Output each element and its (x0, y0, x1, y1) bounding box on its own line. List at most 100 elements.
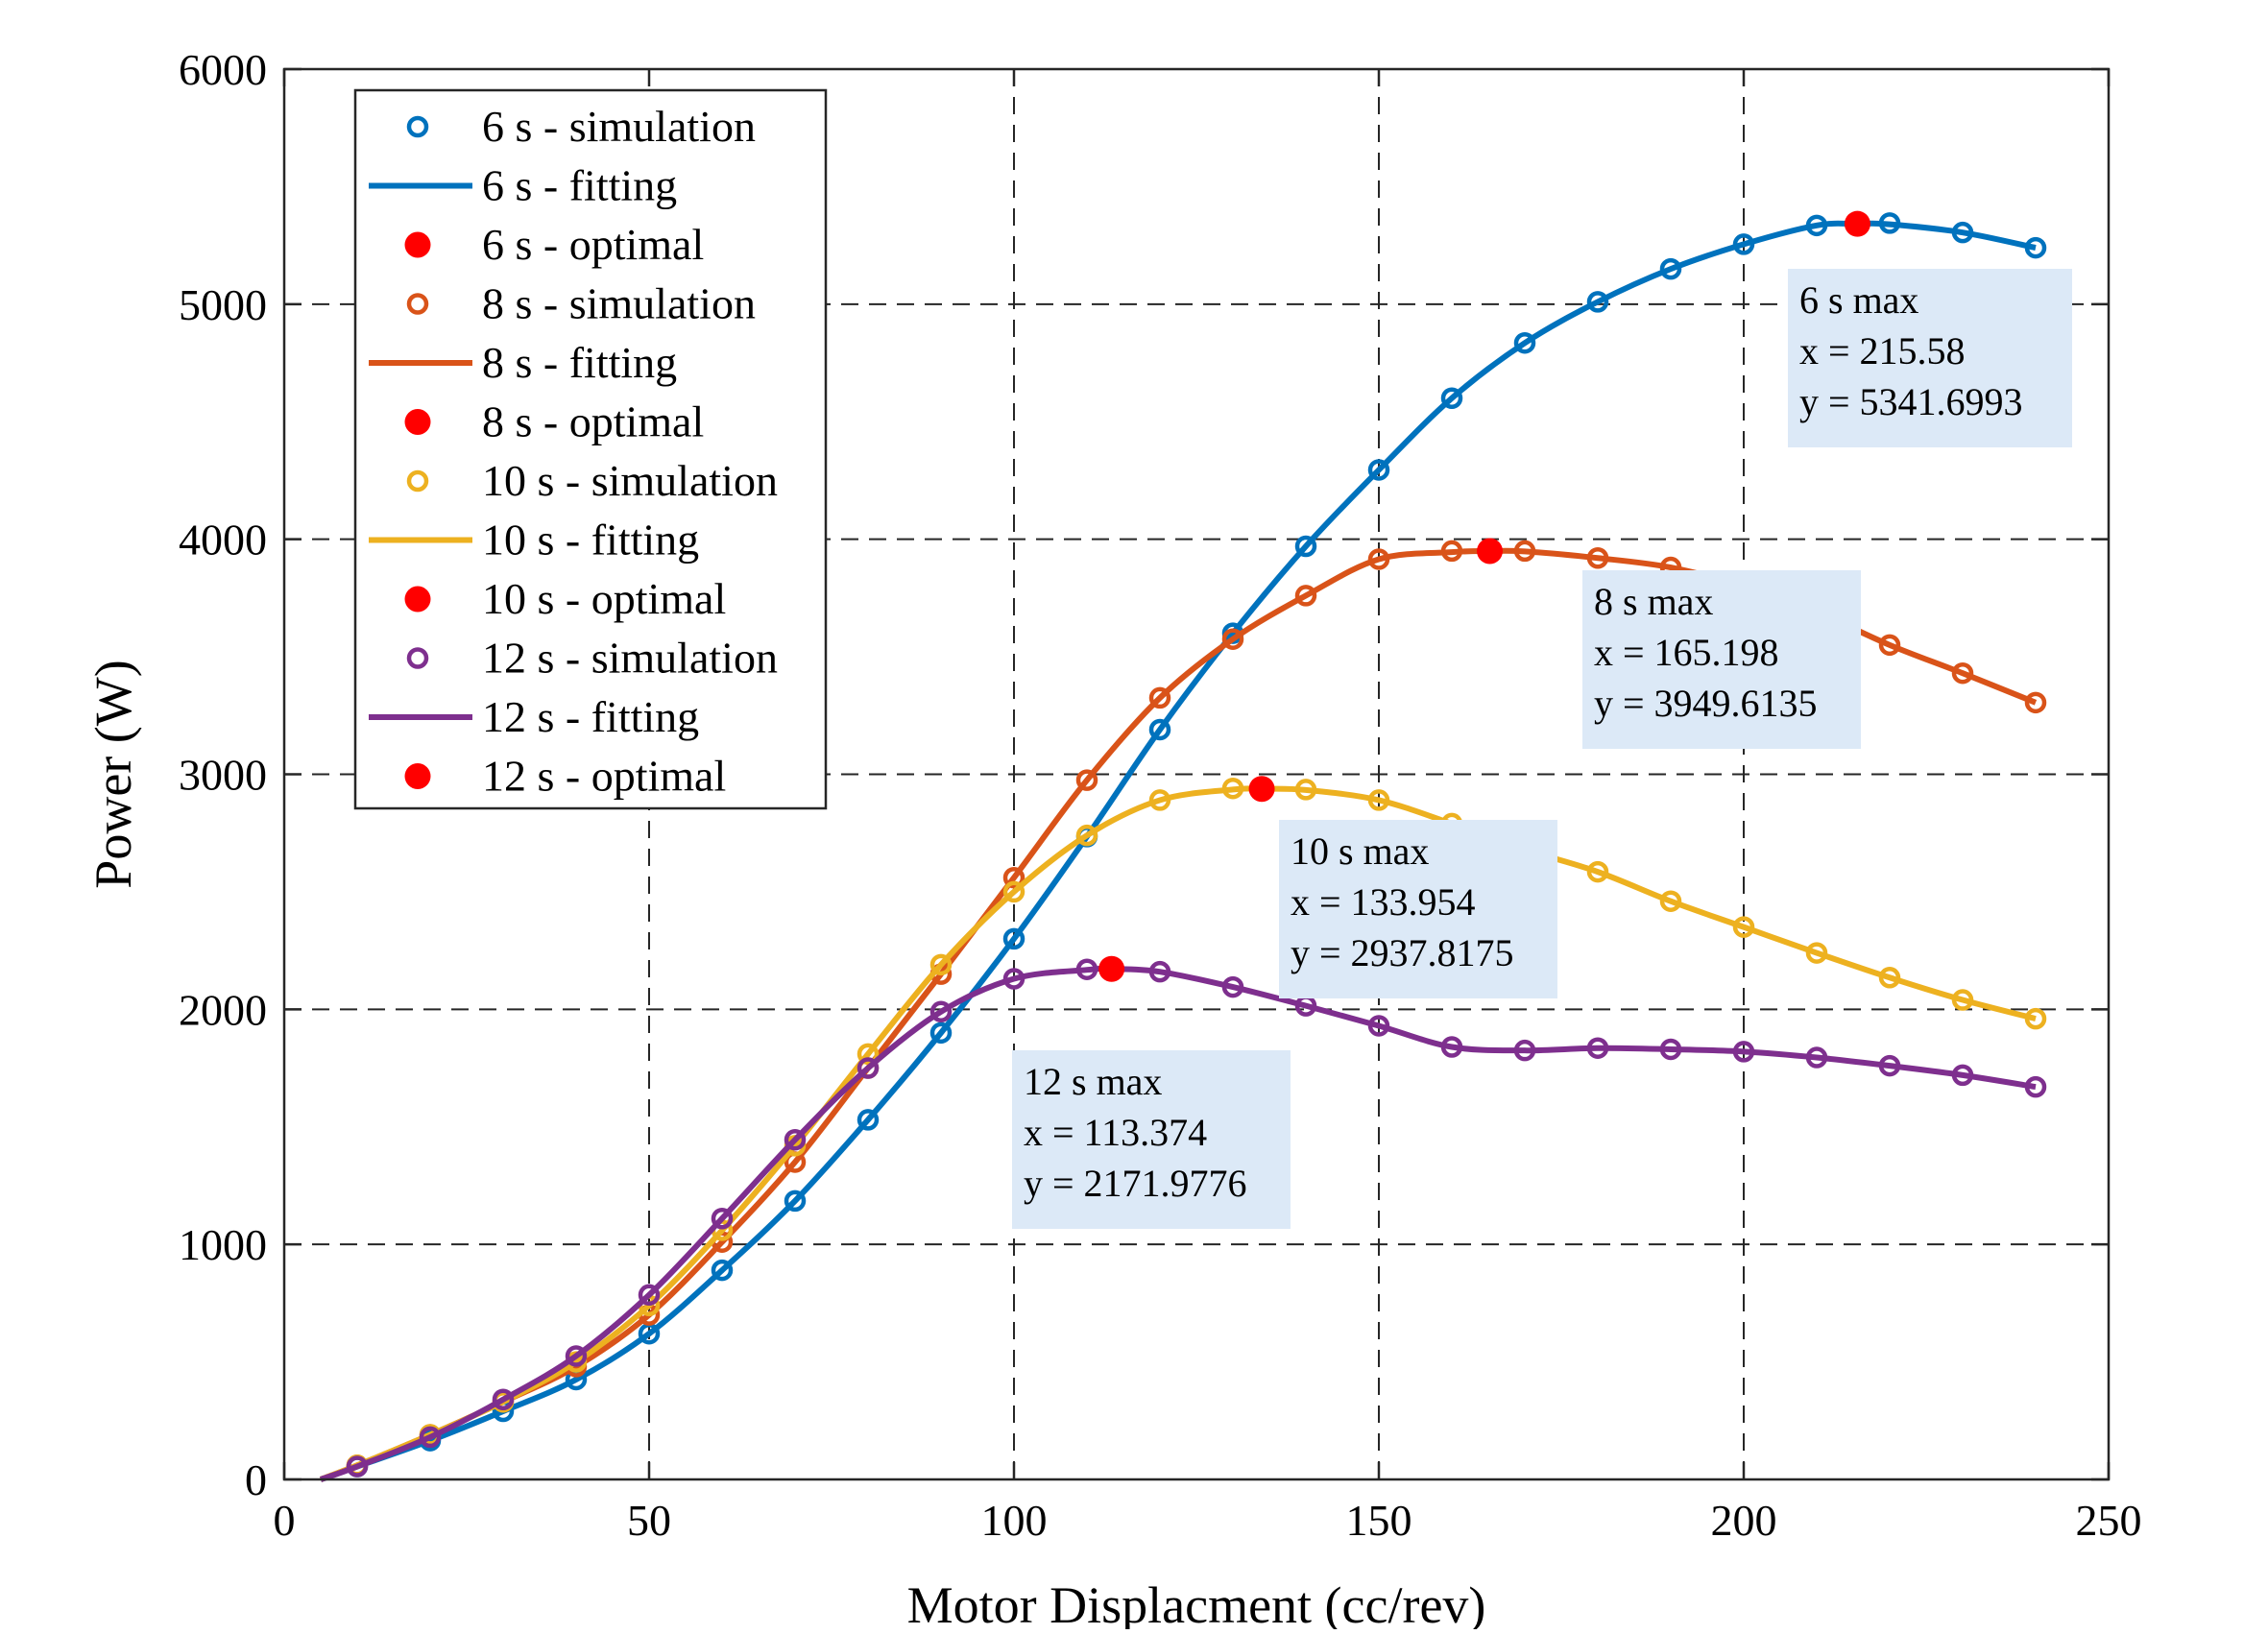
datatip-12s: 12 s max x = 113.374 y = 2171.9776 (1012, 1050, 1291, 1229)
legend-simulation-marker (406, 647, 429, 669)
x-tick-label: 150 (1346, 1496, 1412, 1545)
simulation-point (1951, 221, 1974, 244)
simulation-point (1440, 387, 1463, 410)
simulation-point (2024, 236, 2047, 259)
simulation-point (1148, 789, 1171, 811)
datatip-box (1012, 1050, 1291, 1229)
simulation-point (929, 953, 953, 976)
legend-entry-label: 6 s - simulation (482, 102, 756, 151)
datatip-8s: 8 s max x = 165.198 y = 3949.6135 (1582, 570, 1861, 749)
simulation-point (1002, 927, 1025, 950)
x-tick-label: 0 (274, 1496, 296, 1545)
x-tick-label: 200 (1711, 1496, 1777, 1545)
simulation-point (2024, 1007, 2047, 1030)
datatip-x: x = 165.198 (1594, 631, 1779, 674)
simulation-point (1440, 1036, 1463, 1058)
datatip-title: 10 s max (1291, 829, 1429, 873)
datatip-6s: 6 s max x = 215.58 y = 5341.6993 (1788, 269, 2072, 447)
annotation-layer: 6 s max x = 215.58 y = 5341.6993 8 s max x =… (1012, 269, 2072, 1229)
simulation-point (1586, 547, 1609, 569)
simulation-point (1294, 779, 1317, 801)
datatip-box (1582, 570, 1861, 749)
x-tick-label: 100 (981, 1496, 1048, 1545)
x-axis-label: Motor Displacment (cc/rev) (907, 1576, 1486, 1629)
datatip-x: x = 215.58 (1799, 329, 1966, 372)
simulation-point (857, 1109, 880, 1131)
legend-entry-label: 12 s - simulation (482, 634, 778, 683)
simulation-point (1805, 1046, 1828, 1069)
simulation-point (1367, 548, 1390, 570)
simulation-point (784, 1189, 807, 1213)
legend-entry-label: 8 s - simulation (482, 279, 756, 328)
legend-entry-label: 6 s - fitting (482, 161, 677, 210)
simulation-point (2024, 691, 2047, 714)
legend-entry-label: 6 s - optimal (482, 220, 704, 269)
datatip-title: 12 s max (1024, 1060, 1162, 1103)
simulation-point (711, 1259, 734, 1282)
datatip-box (1279, 820, 1557, 998)
simulation-point (1513, 331, 1536, 354)
legend-optimal-marker (404, 586, 431, 613)
simulation-point (929, 1000, 953, 1023)
legend-optimal-marker (404, 231, 431, 258)
simulation-point (857, 1057, 880, 1079)
simulation-point (1878, 212, 1901, 234)
simulation-point (1294, 585, 1317, 607)
simulation-point (1513, 540, 1536, 563)
simulation-point (638, 1284, 661, 1307)
simulation-point (1148, 960, 1171, 983)
simulation-point (1075, 824, 1098, 847)
simulation-point (1075, 958, 1098, 980)
y-tick-label: 3000 (179, 751, 267, 800)
simulation-point (1586, 291, 1609, 313)
simulation-point (1659, 890, 1682, 912)
simulation-point (1805, 942, 1828, 964)
legend-entry-label: 10 s - simulation (482, 456, 778, 505)
y-axis-label: Power (W) (84, 660, 142, 888)
datatip-y: y = 3949.6135 (1594, 682, 1818, 725)
legend-optimal-marker (404, 763, 431, 789)
simulation-point (1878, 1054, 1901, 1077)
simulation-point (711, 1207, 734, 1230)
legend-simulation-marker (406, 293, 429, 315)
legend-entry-label: 12 s - fitting (482, 692, 699, 741)
simulation-point (1440, 540, 1463, 563)
legend-entry-label: 8 s - fitting (482, 338, 677, 387)
series-12s (319, 955, 2047, 1482)
axis-ticks: 0 50 100 150 200 250 0 1000 2000 3000 4000 5000 6000 (179, 45, 2142, 1545)
simulation-point (1951, 989, 1974, 1011)
simulation-point (1221, 777, 1244, 800)
y-tick-label: 2000 (179, 985, 267, 1034)
simulation-point (492, 1388, 515, 1411)
x-tick-label: 250 (2076, 1496, 2142, 1545)
simulation-point (1075, 769, 1098, 791)
simulation-point (2024, 1075, 2047, 1098)
datatip-box (1788, 269, 2072, 447)
simulation-point (1586, 860, 1609, 883)
x-tick-label: 50 (627, 1496, 671, 1545)
legend-simulation-marker (406, 115, 429, 138)
simulation-point (1805, 214, 1828, 237)
simulation-point (857, 1043, 880, 1066)
simulation-point (784, 1128, 807, 1151)
optimal-point (1844, 210, 1870, 237)
legend-entry-label: 10 s - optimal (482, 574, 726, 623)
legend-simulation-marker (406, 469, 429, 493)
datatip-x: x = 113.374 (1024, 1111, 1207, 1154)
optimal-point (1248, 776, 1275, 803)
simulation-point (419, 1426, 442, 1449)
simulation-point (1002, 968, 1025, 990)
simulation-point (1002, 866, 1025, 889)
datatip-y: y = 5341.6993 (1799, 380, 2023, 423)
simulation-point (1221, 975, 1244, 998)
simulation-point (1659, 257, 1682, 280)
simulation-point (1367, 1015, 1390, 1037)
simulation-point (1294, 535, 1317, 558)
datatip-title: 8 s max (1594, 580, 1713, 623)
simulation-point (1878, 634, 1901, 657)
simulation-point (1951, 661, 1974, 685)
y-tick-label: 0 (245, 1455, 267, 1504)
